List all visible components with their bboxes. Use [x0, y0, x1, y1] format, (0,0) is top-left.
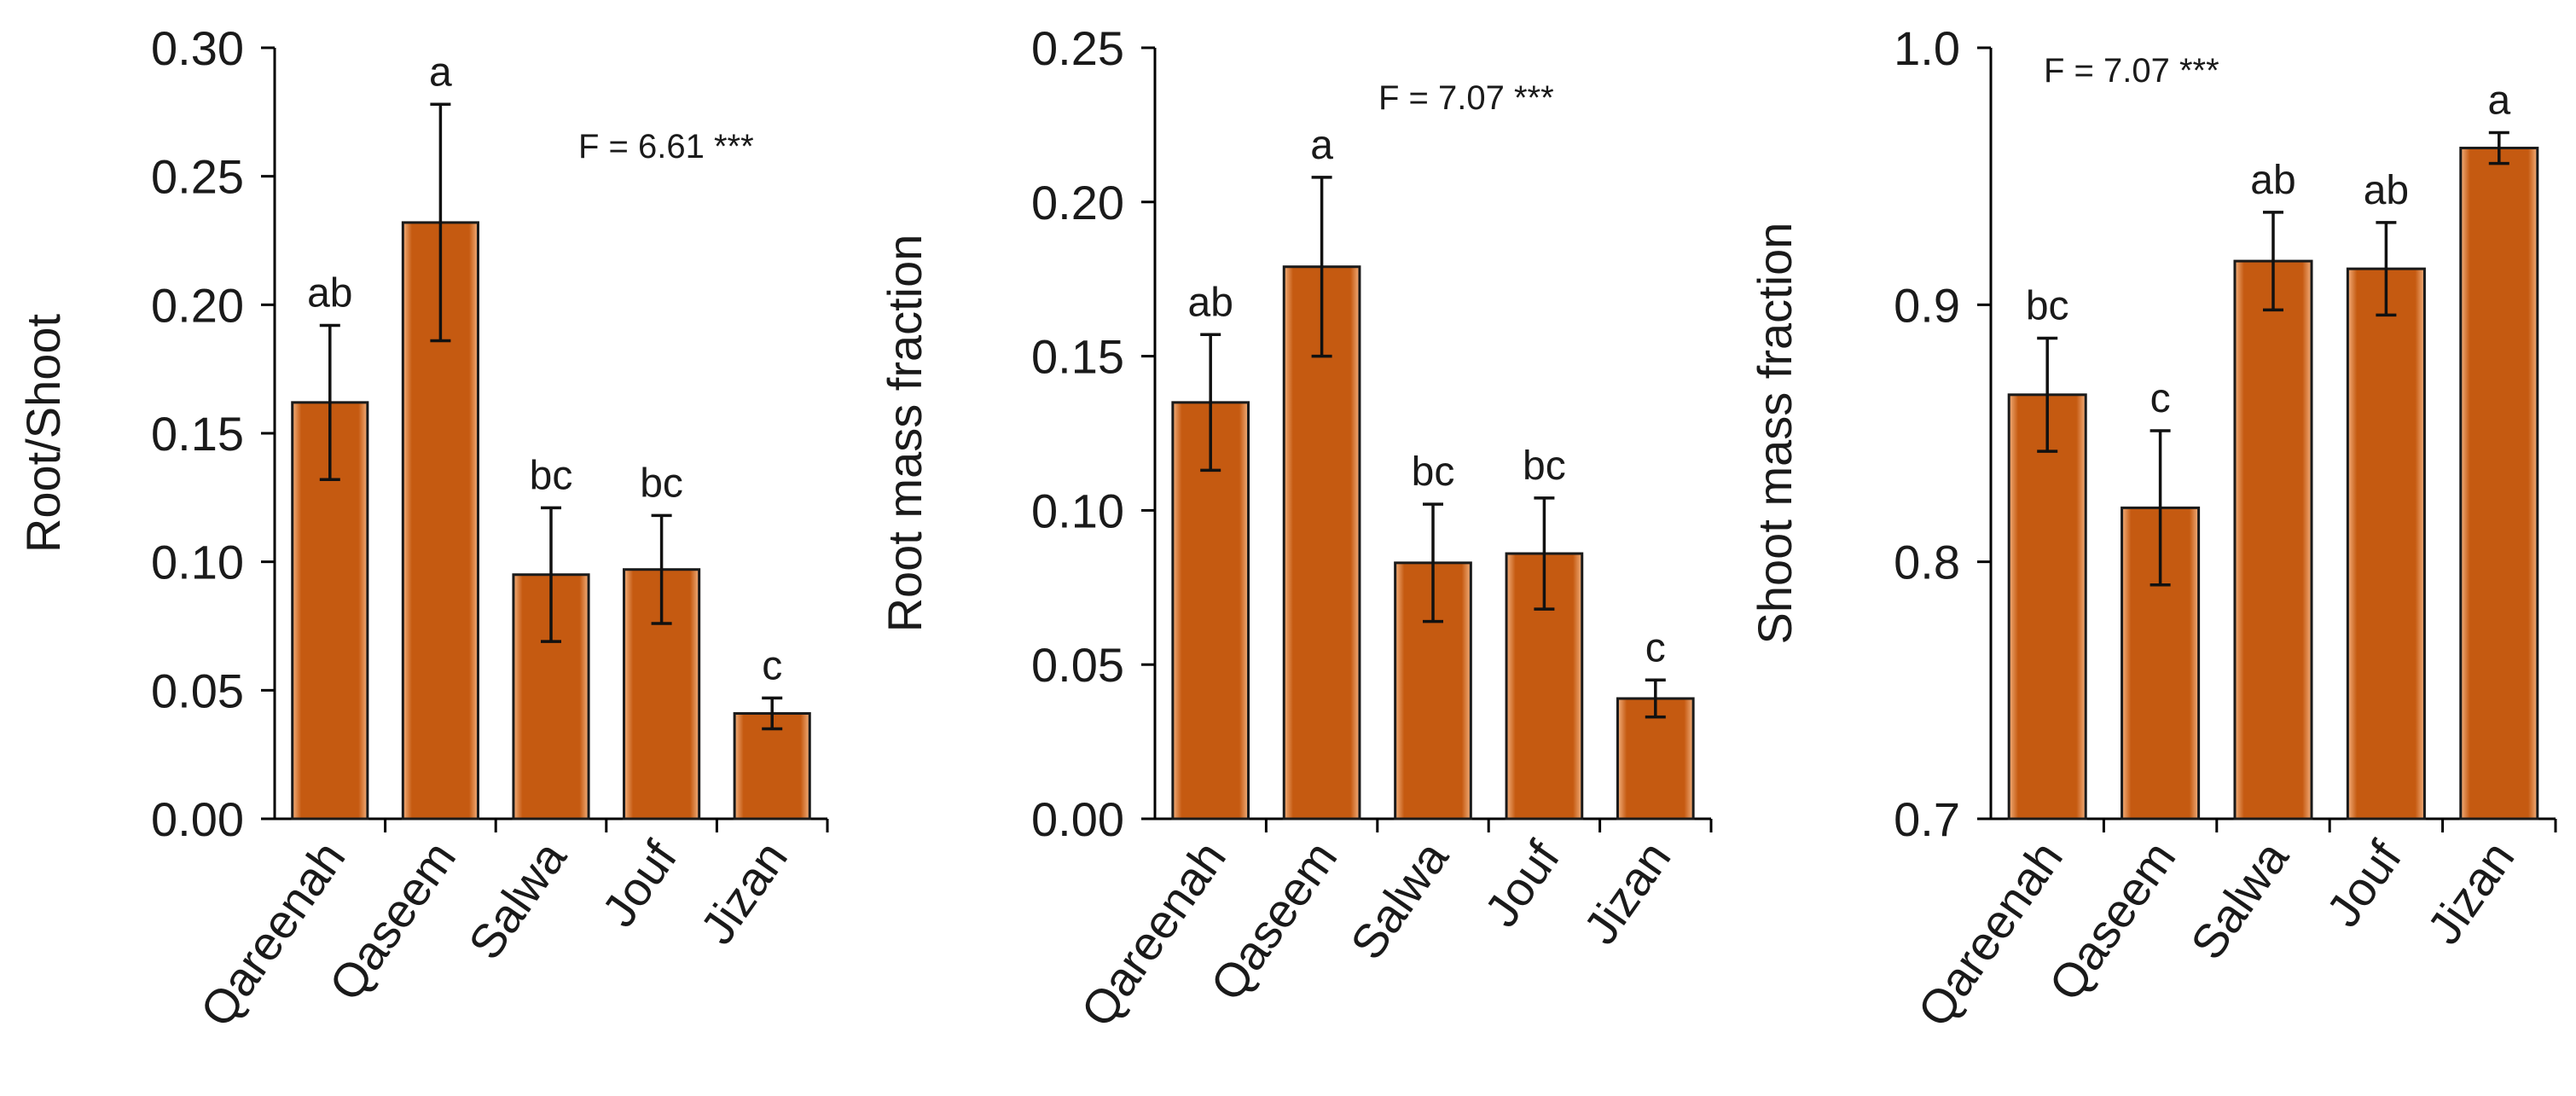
f-statistic: F = 6.61 *** — [578, 128, 754, 165]
significance-letter: bc — [640, 461, 683, 506]
significance-letter: c — [2150, 376, 2171, 421]
x-tick-label: Jouf — [2316, 831, 2412, 936]
y-axis-title: Shoot mass fraction — [1748, 223, 1801, 645]
significance-letter: ab — [2250, 158, 2295, 203]
significance-letter: a — [2487, 78, 2510, 123]
y-tick-label: 0.25 — [151, 150, 244, 204]
significance-letter: c — [1645, 625, 1666, 670]
y-tick-label: 0.25 — [1031, 21, 1124, 75]
bar — [1394, 561, 1472, 821]
panel-root-shoot: Root/Shoot F = 6.61 *** 0.00 0.05 0.10 0.15… — [16, 21, 829, 1036]
x-tick-label: Salwa — [2180, 831, 2300, 969]
significance-letter: ab — [307, 270, 352, 316]
x-tick-label: Jizan — [1573, 832, 1681, 954]
significance-letter: bc — [1412, 449, 1455, 495]
panel-root-mass-fraction: Root mass fraction F = 7.07 *** 0.00 0.05… — [878, 21, 1713, 1036]
f-statistic: F = 7.07 *** — [2044, 52, 2219, 90]
bar — [2459, 147, 2539, 821]
significance-letter: bc — [1523, 444, 1566, 489]
y-tick-label: 1.0 — [1894, 21, 1960, 75]
bar — [1171, 401, 1250, 821]
significance-letter: a — [429, 49, 452, 95]
y-axis-title: Root/Shoot — [16, 313, 70, 553]
x-tick-label: Jouf — [1474, 831, 1570, 936]
y-tick-label: 0.05 — [1031, 638, 1124, 692]
x-tick-label: Salwa — [1340, 831, 1459, 969]
y-tick-label: 0.15 — [1031, 330, 1124, 384]
significance-letter: bc — [2026, 284, 2069, 329]
significance-letter: c — [762, 643, 782, 688]
y-tick-label: 0.7 — [1894, 792, 1960, 846]
y-tick-label: 0.05 — [151, 664, 244, 717]
x-tick-label: Jouf — [591, 831, 688, 936]
x-tick-label: Qareenah — [1070, 832, 1236, 1036]
y-tick-label: 0.10 — [1031, 484, 1124, 537]
y-tick-label: 0.00 — [151, 792, 244, 846]
significance-letter: bc — [530, 453, 573, 498]
bar — [2233, 259, 2313, 821]
y-tick-label: 0.10 — [151, 536, 244, 589]
f-statistic: F = 7.07 *** — [1378, 79, 1554, 117]
bar — [733, 711, 811, 821]
bar — [2007, 393, 2087, 821]
x-tick-label: Jizan — [2416, 832, 2525, 954]
x-tick-label: Salwa — [458, 831, 577, 969]
y-tick-label: 0.15 — [151, 407, 244, 461]
y-tick-label: 0.20 — [151, 278, 244, 332]
x-tick-label: Qareenah — [189, 832, 355, 1036]
x-tick-label: Jizan — [689, 832, 798, 954]
panel-shoot-mass-fraction: Shoot mass fraction F = 7.07 *** 0.7 0.8 0… — [1748, 21, 2557, 1036]
y-tick-label: 0.00 — [1031, 792, 1124, 846]
x-tick-label: Qareenah — [1907, 832, 2073, 1036]
y-tick-label: 0.9 — [1894, 278, 1960, 332]
y-tick-label: 0.20 — [1031, 176, 1124, 229]
y-tick-label: 0.30 — [151, 21, 244, 75]
bar — [2346, 267, 2426, 821]
y-tick-label: 0.8 — [1894, 536, 1960, 589]
significance-letter: ab — [2364, 168, 2409, 213]
y-axis-title: Root mass fraction — [878, 235, 931, 633]
significance-letter: a — [1310, 123, 1333, 168]
significance-letter: ab — [1188, 280, 1233, 325]
bar — [1282, 265, 1361, 821]
